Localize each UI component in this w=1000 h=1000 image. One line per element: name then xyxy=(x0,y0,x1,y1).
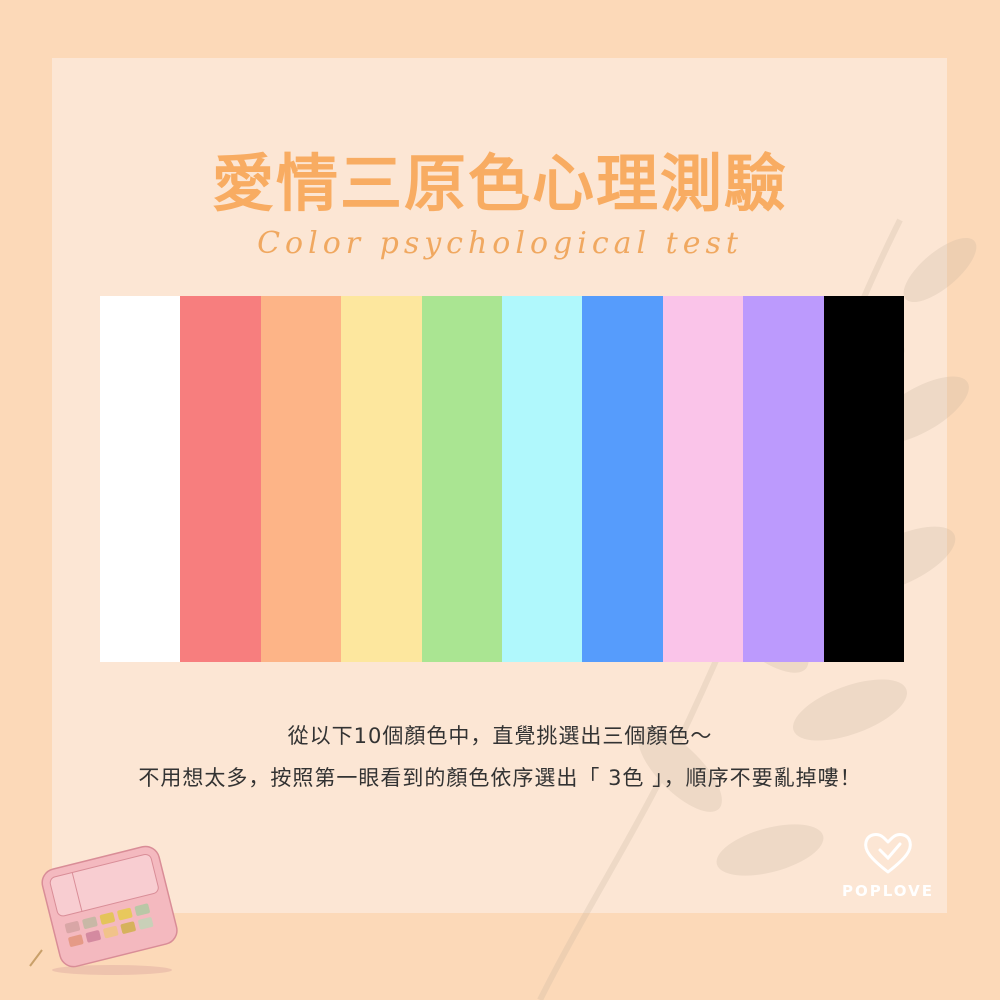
instruction-line-1: 從以下10個顏色中，直覺挑選出三個顏色～ xyxy=(287,724,713,748)
brand-logo: POPLOVE xyxy=(836,830,940,900)
swatch-blue[interactable] xyxy=(582,296,663,662)
swatch-green[interactable] xyxy=(421,296,503,662)
swatch-red[interactable] xyxy=(180,296,261,662)
swatch-pink[interactable] xyxy=(662,296,744,662)
page-title: 愛情三原色心理測驗 xyxy=(211,147,788,220)
swatch-purple[interactable] xyxy=(743,296,824,662)
heart-logo-icon xyxy=(864,833,912,874)
color-swatch-row xyxy=(100,296,905,662)
makeup-palette-illustration xyxy=(29,845,178,975)
swatch-black[interactable] xyxy=(823,296,905,662)
swatch-yellow[interactable] xyxy=(341,296,422,662)
swatch-orange[interactable] xyxy=(260,296,342,662)
instruction-line-2: 不用想太多，按照第一眼看到的顏色依序選出「 3色 」，順序不要亂掉嘍！ xyxy=(138,766,862,790)
page-subtitle: Color psychological test xyxy=(257,226,743,261)
brand-name: POPLOVE xyxy=(842,882,934,900)
swatch-cyan[interactable] xyxy=(502,296,583,662)
swatch-white[interactable] xyxy=(100,296,181,662)
